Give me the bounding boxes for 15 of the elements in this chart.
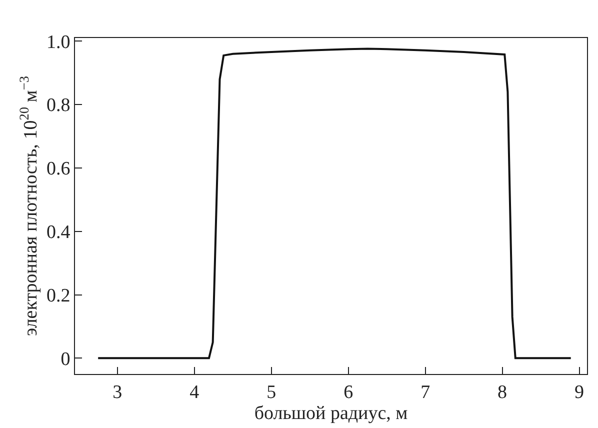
y-tick-label: 0: [60, 348, 70, 370]
x-tick-label: 5: [266, 382, 276, 403]
x-tick-label: 6: [344, 382, 354, 403]
line-series: [97, 48, 572, 360]
x-tick-label: 8: [498, 382, 508, 403]
x-tick-label: 7: [420, 382, 430, 403]
y-tick-label: 0.8: [46, 95, 70, 116]
y-tick-label: 0.6: [46, 158, 70, 180]
y-tick-label: 0.2: [46, 285, 70, 306]
x-tick-label: 9: [574, 382, 584, 403]
y-tick-label: 0.4: [46, 222, 71, 244]
x-tick-label: 4: [190, 382, 200, 403]
x-axis-title: большой радиус, м: [254, 402, 408, 424]
y-tick-label: 1.0: [46, 32, 70, 53]
x-tick-label: 3: [112, 382, 122, 403]
